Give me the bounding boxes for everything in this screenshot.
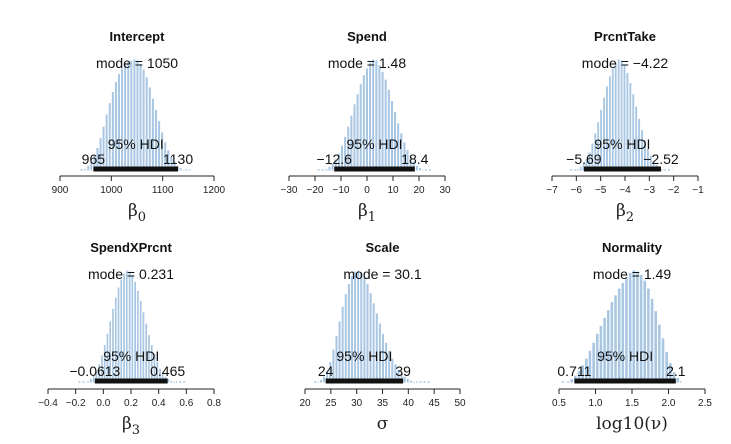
x-tick-label: 0.0 [96, 398, 110, 409]
x-tick-label: 50 [454, 398, 466, 409]
histogram-bar [660, 168, 665, 172]
hdi-high-label: 1130 [163, 151, 193, 167]
mode-label: mode = 30.1 [343, 266, 421, 282]
x-axis-label: β0 [128, 201, 146, 225]
x-tick-label: −0.2 [66, 398, 86, 409]
x-tick-label: 0.8 [207, 398, 221, 409]
x-tick-label: 2.5 [698, 398, 712, 409]
x-tick-label: −3 [644, 185, 656, 196]
hdi-low-label: 0.711 [557, 363, 591, 379]
histogram-bar [624, 276, 629, 384]
histogram-bar [657, 323, 662, 384]
x-tick-label: 45 [429, 398, 441, 409]
panel-title: PrcntTake [594, 29, 656, 44]
hdi-title: 95% HDI [103, 348, 159, 364]
x-axis-label: log10(ν) [596, 414, 668, 434]
histogram-bar [627, 271, 633, 384]
hdi-low-label: 965 [82, 151, 106, 167]
histogram-bar [638, 274, 644, 384]
hdi-high-label: 39 [395, 363, 411, 379]
histogram-bar [613, 294, 618, 384]
x-tick-label: −5 [595, 185, 607, 196]
hdi-title: 95% HDI [597, 348, 653, 364]
mode-label: mode = 1050 [96, 55, 178, 71]
x-tick-label: 25 [325, 398, 337, 409]
histogram-bar [649, 297, 655, 384]
histogram-bar [172, 380, 176, 384]
histogram-bar [609, 301, 615, 384]
x-tick-label: 2.0 [662, 398, 676, 409]
histogram-bar [653, 310, 659, 384]
histogram-bar [616, 287, 622, 384]
hdi-title: 95% HDI [108, 136, 164, 152]
x-tick-label: −1 [692, 185, 704, 196]
x-tick-label: 0.5 [552, 398, 566, 409]
x-tick-label: 0 [364, 185, 370, 196]
x-tick-label: 0.6 [179, 398, 193, 409]
hdi-title: 95% HDI [347, 136, 403, 152]
x-tick-label: −10 [333, 185, 350, 196]
histogram-bar [631, 269, 637, 384]
x-tick-label: −0.4 [38, 398, 58, 409]
x-tick-label: −30 [281, 185, 298, 196]
histogram-bar [411, 380, 417, 384]
hdi-low-label: 24 [318, 363, 334, 379]
x-tick-label: −2 [668, 185, 680, 196]
histogram-bar [642, 279, 648, 384]
histogram-bar [605, 309, 611, 384]
hdi-high-label: −2.52 [643, 151, 679, 167]
x-axis-label: β2 [616, 201, 634, 225]
x-tick-label: 0.2 [124, 398, 138, 409]
histogram-bar [646, 287, 651, 384]
histogram-bar [569, 377, 575, 384]
panel-title: Scale [366, 240, 400, 255]
histogram-bar [620, 281, 626, 384]
x-tick-label: −20 [307, 185, 324, 196]
hdi-title: 95% HDI [336, 348, 392, 364]
mode-label: mode = 1.49 [593, 266, 671, 282]
x-axis-label: β3 [122, 414, 140, 438]
hdi-low-label: −5.69 [566, 151, 602, 167]
panel-title: Normality [602, 240, 663, 255]
x-tick-label: 1.0 [589, 398, 603, 409]
x-tick-label: 0.4 [152, 398, 166, 409]
panel-title: Spend [347, 29, 387, 44]
x-tick-label: 40 [403, 398, 415, 409]
hdi-title: 95% HDI [594, 136, 650, 152]
hdi-low-label: −0.0613 [69, 363, 120, 379]
x-tick-label: −7 [546, 185, 558, 196]
x-tick-label: 10 [387, 185, 399, 196]
histogram-bar [565, 380, 571, 384]
x-tick-label: 20 [299, 398, 311, 409]
x-tick-label: 1100 [152, 185, 174, 196]
hdi-high-label: 2.1 [666, 363, 686, 379]
mode-label: mode = 1.48 [328, 55, 406, 71]
x-tick-label: 1000 [100, 185, 123, 196]
panel-title: SpendXPrcnt [90, 240, 172, 255]
histogram-bar [421, 168, 426, 172]
x-tick-label: −6 [571, 185, 583, 196]
hdi-high-label: 18.4 [401, 151, 428, 167]
histogram-bar [181, 168, 186, 172]
x-tick-label: 1200 [203, 185, 226, 196]
panel-title: Intercept [110, 29, 166, 44]
mode-label: mode = 0.231 [88, 266, 174, 282]
x-tick-label: −4 [619, 185, 631, 196]
x-axis-label: β1 [358, 201, 376, 225]
x-tick-label: 1.5 [625, 398, 639, 409]
hdi-high-label: 0.465 [150, 363, 185, 379]
mode-label: mode = −4.22 [582, 55, 669, 71]
x-tick-label: 35 [377, 398, 389, 409]
hdi-low-label: −12.6 [317, 151, 353, 167]
x-tick-label: 30 [351, 398, 363, 409]
histogram-bar [591, 341, 596, 384]
x-tick-label: 900 [52, 185, 69, 196]
x-tick-label: 30 [439, 185, 451, 196]
x-tick-label: 20 [413, 185, 425, 196]
histogram-bar [635, 270, 640, 384]
histogram-bar [660, 337, 666, 384]
x-axis-label: σ [377, 414, 389, 434]
